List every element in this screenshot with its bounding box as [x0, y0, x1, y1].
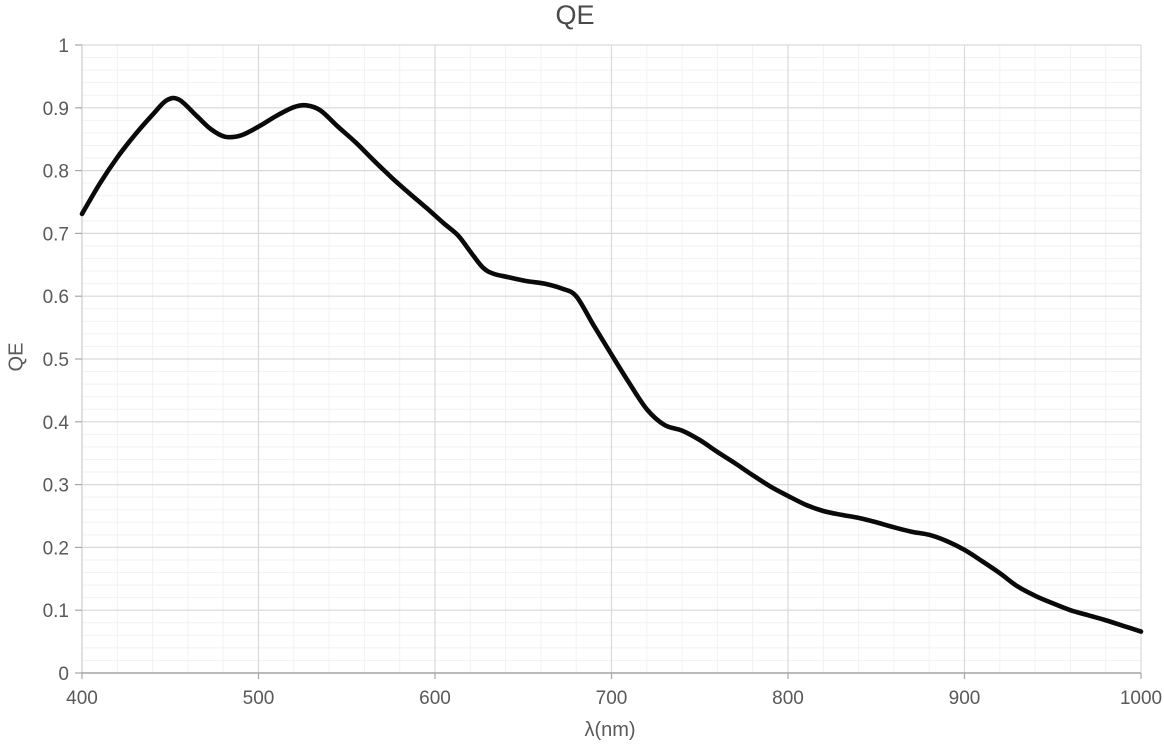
y-tick-label: 0.8 [43, 162, 69, 183]
y-tick-label: 0.6 [43, 287, 69, 308]
y-tick-label: 0.7 [43, 224, 69, 245]
qe-series-curve [79, 95, 1144, 634]
y-tick-label: 0.5 [43, 350, 69, 371]
x-tick-label: 400 [66, 688, 98, 709]
y-tick-label: 0.3 [43, 476, 69, 497]
x-tick-label: 500 [243, 688, 275, 709]
y-tick-label: 0 [58, 664, 69, 685]
x-axis-title: λ(nm) [584, 719, 636, 741]
x-tick-label: 900 [949, 688, 981, 709]
x-tick-label: 600 [419, 688, 451, 709]
y-tick-label: 0.4 [43, 413, 70, 434]
y-tick-label: 1 [58, 36, 69, 57]
chart-title: QE [555, 0, 595, 30]
x-tick-label: 700 [596, 688, 628, 709]
x-tick-label: 800 [772, 688, 804, 709]
y-tick-label: 0.9 [43, 99, 69, 120]
y-tick-label: 0.2 [43, 538, 69, 559]
y-axis-title: QE [5, 342, 28, 372]
y-tick-label: 0.1 [43, 601, 69, 622]
x-tick-label: 1000 [1120, 688, 1162, 709]
